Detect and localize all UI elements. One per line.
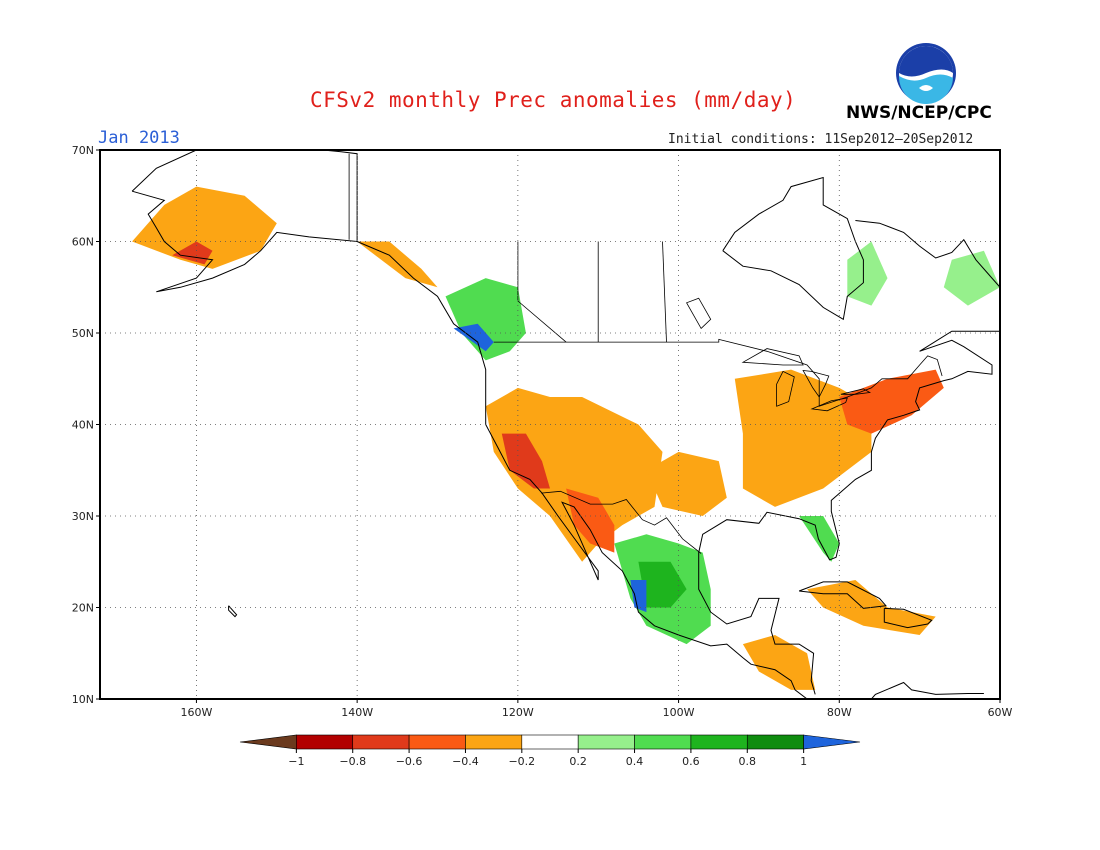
lat-tick-label: 50N (72, 327, 94, 340)
colorbar-label: −0.8 (339, 755, 366, 768)
colorbar-label: 0.2 (569, 755, 587, 768)
colorbar-swatch (239, 734, 297, 750)
coastline-south-america (870, 681, 984, 699)
lake-lake-michigan (776, 370, 795, 407)
lon-tick-label: 60W (988, 706, 1013, 719)
anomaly-region-mexico-core (638, 561, 687, 608)
colorbar-label: −1 (288, 755, 304, 768)
lake-lake-huron (802, 370, 830, 398)
anomaly-region-baja-sonora (566, 488, 615, 553)
anomaly-region-pacific-northwest (445, 278, 526, 361)
anomaly-region-jalisco (630, 580, 647, 613)
anomaly-region-labrador (943, 250, 1000, 306)
coastline-gulf-east-coast (698, 330, 1000, 695)
noaa-logo (896, 43, 956, 104)
lon-tick-label: 160W (180, 706, 212, 719)
axis-ticks-layer: 70N 60N 50N 40N 30N 20N 10N 160W 140W 120W 100W 80W… (72, 144, 1013, 719)
coastline-hudson-bay (722, 176, 864, 321)
graticule-layer (100, 150, 1000, 699)
colorbar-label: 0.6 (682, 755, 700, 768)
anomaly-fill-layer (132, 186, 1000, 690)
anomaly-region-alaska (132, 186, 277, 269)
lat-tick-label: 10N (72, 693, 94, 706)
coastline-labrador-coast (855, 220, 1000, 288)
border-canada-sask (662, 241, 667, 343)
colorbar-swatch (408, 734, 466, 750)
coastline-hispaniola (883, 607, 933, 629)
anomaly-region-ohio-valley (734, 369, 872, 507)
border-us-mexico (541, 490, 702, 554)
lake-lake-superior (741, 348, 804, 366)
colorbar-swatch (352, 734, 410, 750)
lat-tick-label: 60N (72, 236, 94, 249)
colorbar-label: 1 (800, 755, 807, 768)
anomaly-region-western-us (485, 387, 663, 562)
coastline-hawaii (228, 605, 238, 618)
colorbar-label: 0.4 (626, 755, 644, 768)
colorbar-label: −0.4 (452, 755, 479, 768)
coastline-cuba (798, 581, 887, 609)
anomaly-region-central-america (742, 635, 816, 690)
anomaly-region-bc-coast (357, 241, 438, 288)
lake-lake-winnipeg (686, 297, 712, 330)
colorbar-swatch (521, 734, 579, 750)
lat-tick-label: 20N (72, 602, 94, 615)
anomaly-region-florida (799, 516, 840, 562)
forecast-period: Jan 2013 (98, 128, 180, 148)
anomaly-region-vancouver-island (453, 323, 494, 352)
colorbar-label: −0.6 (396, 755, 423, 768)
coastline-alaska (131, 150, 358, 293)
colorbar-swatch (465, 734, 523, 750)
colorbar-swatch (803, 734, 861, 750)
coastline-newfoundland (1008, 319, 1056, 360)
colorbar-swatch (296, 734, 354, 750)
colorbar: −1 −0.8 −0.6 −0.4 −0.2 0.2 0.4 0.6 0.8 1 (239, 734, 861, 768)
colorbar-swatch (746, 734, 804, 750)
anomaly-region-hudson-east (847, 241, 888, 306)
initial-conditions: Initial conditions: 11Sep2012–20Sep2012 (668, 132, 974, 147)
coastline-layer (131, 150, 1056, 699)
lat-tick-label: 30N (72, 510, 94, 523)
coastline-west-coast (356, 241, 808, 699)
anomaly-region-northeast (839, 369, 944, 434)
lat-tick-label: 40N (72, 419, 94, 432)
border-us-canada (493, 338, 943, 407)
lake-lake-ontario (840, 388, 872, 395)
colorbar-swatch (577, 734, 635, 750)
lon-tick-label: 100W (663, 706, 695, 719)
lon-tick-label: 120W (502, 706, 534, 719)
lake-lake-erie (810, 397, 848, 412)
border-canada-west (517, 241, 567, 343)
colorbar-swatch (634, 734, 692, 750)
anomaly-region-california-core (501, 433, 550, 489)
colorbar-label: 0.8 (739, 755, 757, 768)
anomaly-region-southern-plains (646, 451, 727, 516)
map-title: CFSv2 monthly Prec anomalies (mm/day) (310, 88, 797, 112)
lon-tick-label: 140W (341, 706, 373, 719)
colorbar-swatch (690, 734, 748, 750)
agency-label: NWS/NCEP/CPC (846, 103, 992, 123)
lon-tick-label: 80W (827, 706, 852, 719)
colorbar-label: −0.2 (508, 755, 535, 768)
lat-tick-label: 70N (72, 144, 94, 157)
